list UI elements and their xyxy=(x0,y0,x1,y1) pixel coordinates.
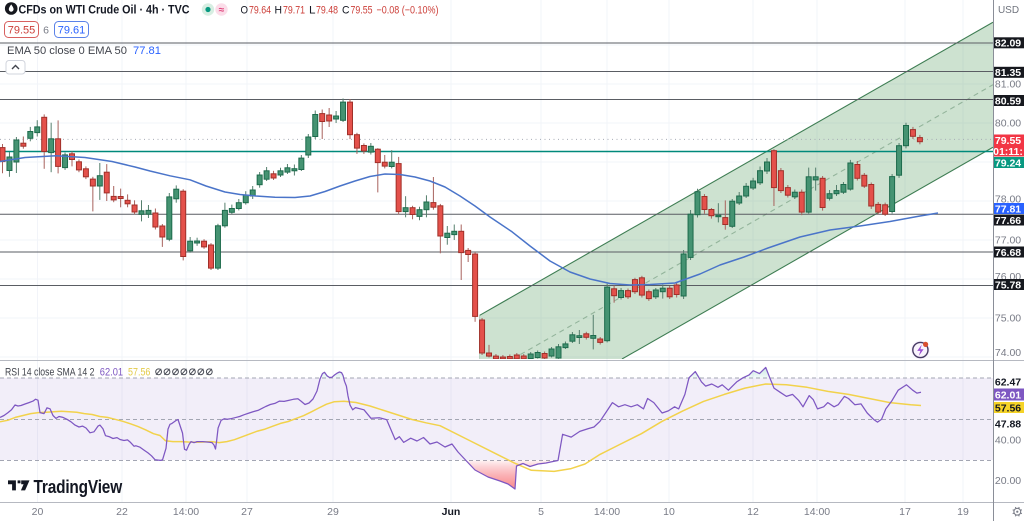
svg-text:77.66: 77.66 xyxy=(995,215,1021,227)
svg-text:10: 10 xyxy=(663,506,675,518)
svg-text:RSI 14 close SMA 14 2: RSI 14 close SMA 14 2 xyxy=(5,367,95,379)
svg-text:77.00: 77.00 xyxy=(995,235,1021,247)
svg-text:81.00: 81.00 xyxy=(995,79,1021,91)
svg-text:O: O xyxy=(241,4,249,16)
svg-text:USD: USD xyxy=(998,5,1019,16)
svg-text:81.35: 81.35 xyxy=(995,67,1021,79)
svg-text:C: C xyxy=(342,4,350,16)
svg-text:82.09: 82.09 xyxy=(995,38,1021,50)
svg-text:74.00: 74.00 xyxy=(995,347,1021,359)
svg-text:40.00: 40.00 xyxy=(995,435,1021,447)
svg-text:L: L xyxy=(309,4,316,16)
svg-text:20: 20 xyxy=(32,506,44,518)
svg-text:80.00: 80.00 xyxy=(995,118,1021,130)
svg-text:79.55: 79.55 xyxy=(8,24,36,36)
svg-text:76.68: 76.68 xyxy=(995,247,1021,259)
svg-text:57.56: 57.56 xyxy=(995,402,1021,414)
svg-text:79.48: 79.48 xyxy=(316,4,338,16)
svg-text:77.81: 77.81 xyxy=(133,45,161,57)
svg-text:14:00: 14:00 xyxy=(173,506,199,518)
svg-text:80.59: 80.59 xyxy=(995,95,1021,107)
svg-text:17: 17 xyxy=(899,506,911,518)
svg-text:78.00: 78.00 xyxy=(995,194,1021,206)
svg-text:22: 22 xyxy=(116,506,128,518)
svg-text:79.24: 79.24 xyxy=(995,157,1021,169)
svg-text:≈: ≈ xyxy=(219,5,225,16)
svg-text:EMA 50 close 0 EMA 50: EMA 50 close 0 EMA 50 xyxy=(7,45,127,57)
svg-text:47.88: 47.88 xyxy=(995,419,1021,431)
svg-text:75.00: 75.00 xyxy=(995,313,1021,325)
svg-text:62.47: 62.47 xyxy=(995,377,1021,389)
svg-text:H: H xyxy=(275,4,283,16)
svg-text:79.55: 79.55 xyxy=(351,4,373,16)
svg-text:29: 29 xyxy=(327,506,339,518)
svg-text:Jun: Jun xyxy=(442,506,461,518)
svg-text:75.78: 75.78 xyxy=(995,279,1021,291)
svg-text:79.55: 79.55 xyxy=(995,135,1021,147)
svg-text:14:00: 14:00 xyxy=(594,506,620,518)
svg-text:5: 5 xyxy=(538,506,544,518)
svg-text:6: 6 xyxy=(43,24,49,36)
svg-text:01:11:: 01:11: xyxy=(993,146,1023,158)
svg-text:62.01: 62.01 xyxy=(995,389,1021,401)
svg-text:−0.08 (−0.10%): −0.08 (−0.10%) xyxy=(377,4,439,16)
svg-text:TradingView: TradingView xyxy=(34,477,124,497)
svg-text:27: 27 xyxy=(241,506,253,518)
svg-text:77.81: 77.81 xyxy=(995,203,1021,215)
svg-text:20.00: 20.00 xyxy=(995,475,1021,487)
svg-text:12: 12 xyxy=(747,506,759,518)
svg-text:79.64: 79.64 xyxy=(249,4,271,16)
svg-text:79.71: 79.71 xyxy=(283,4,305,16)
svg-text:62.01: 62.01 xyxy=(100,367,123,379)
svg-text:14:00: 14:00 xyxy=(804,506,830,518)
svg-text:CFDs on WTI Crude Oil · 4h · T: CFDs on WTI Crude Oil · 4h · TVC xyxy=(19,3,190,17)
svg-text:19: 19 xyxy=(957,506,969,518)
svg-text:79.61: 79.61 xyxy=(58,24,86,36)
svg-text:57.56: 57.56 xyxy=(128,367,150,379)
